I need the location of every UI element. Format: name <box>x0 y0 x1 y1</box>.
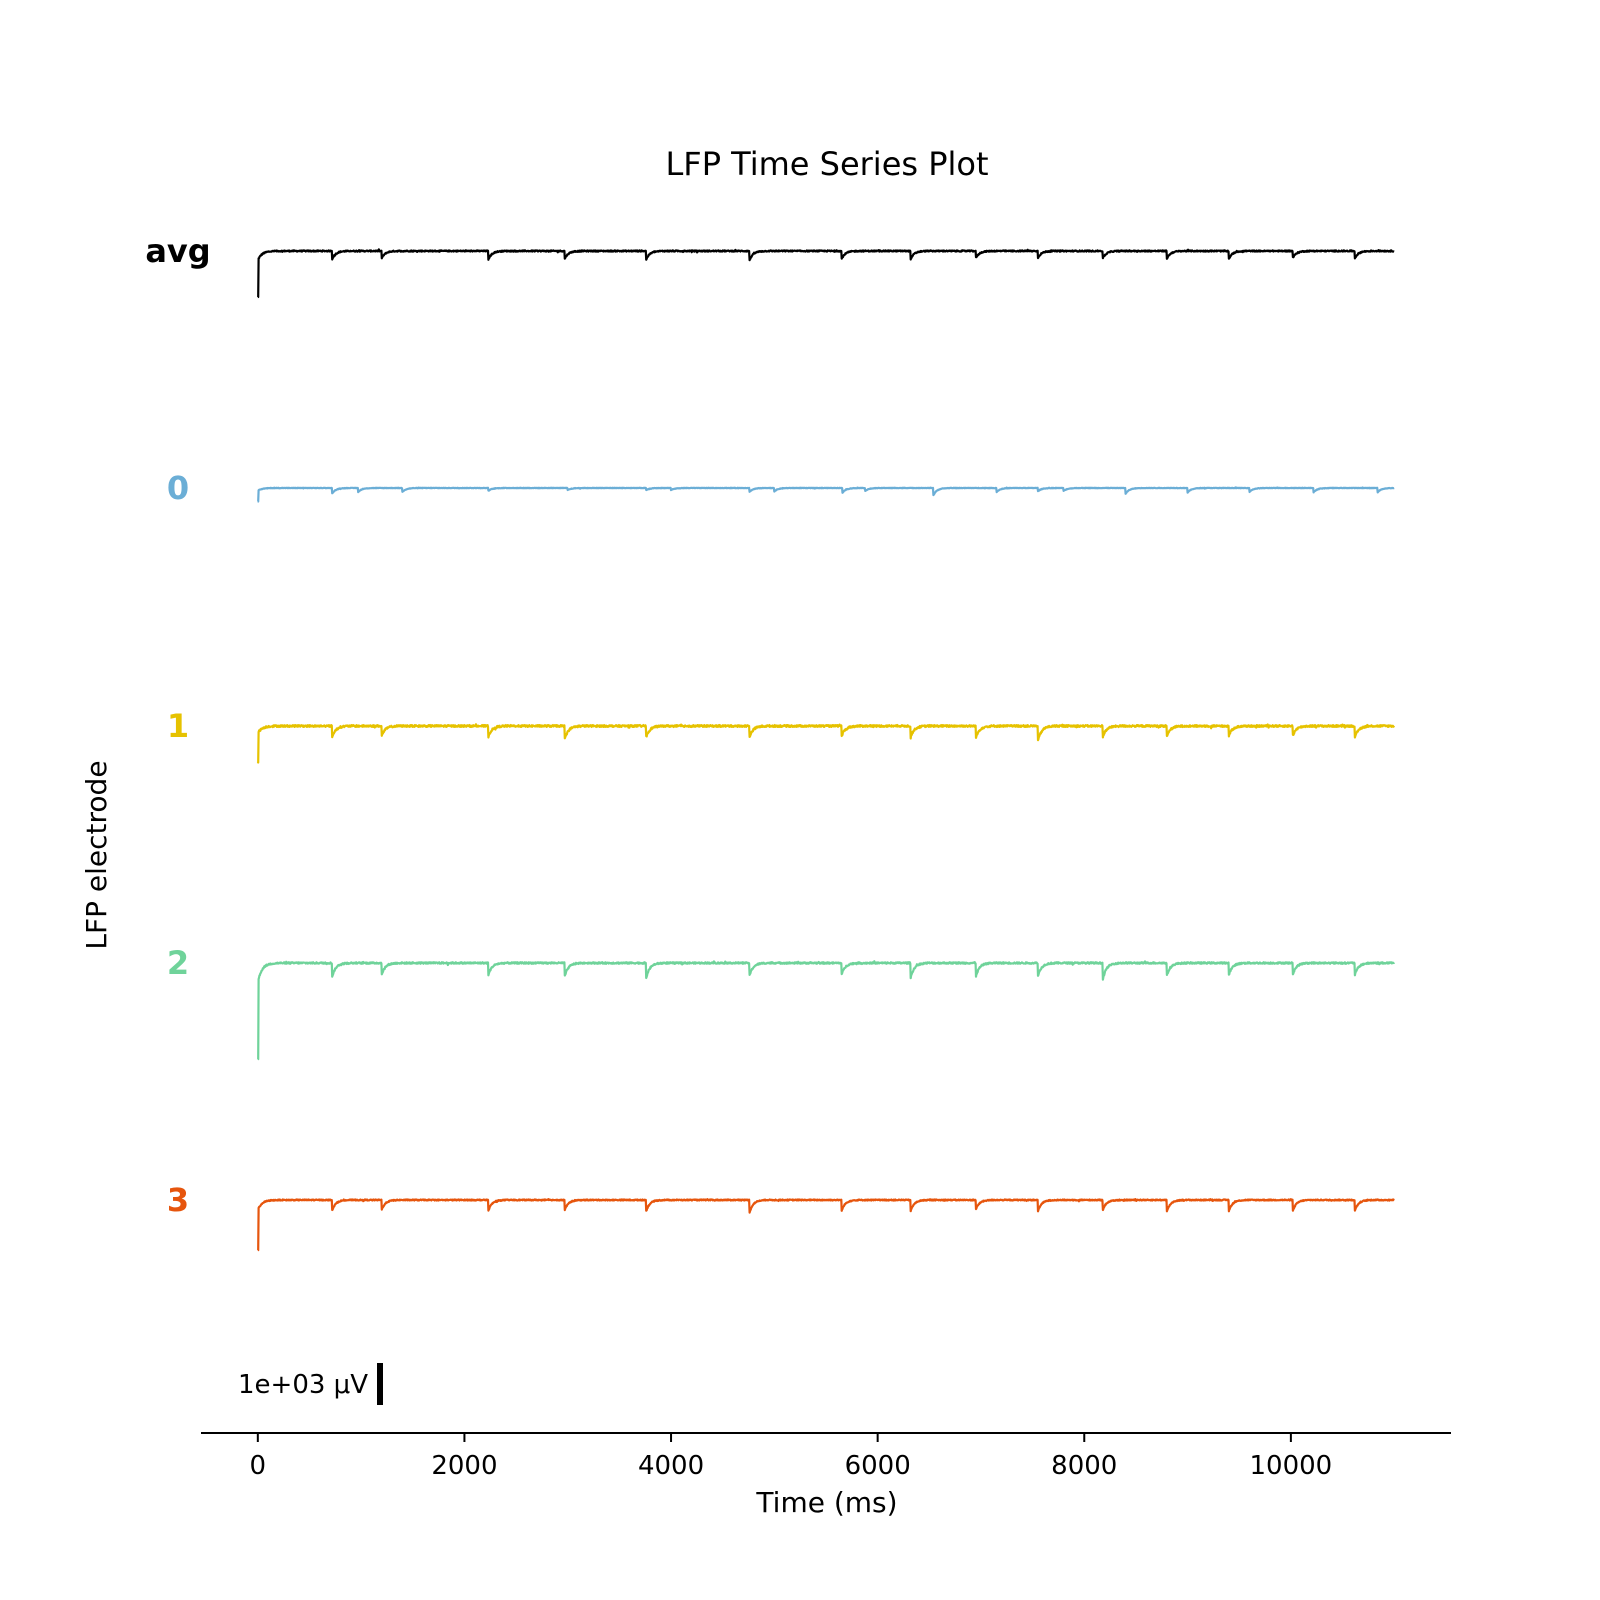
trace-label-2: 2 <box>167 944 189 982</box>
trace-line-0 <box>257 486 1395 503</box>
trace-line-3 <box>257 1198 1395 1252</box>
trace-label-avg: avg <box>145 232 210 270</box>
trace-line-avg <box>257 248 1395 299</box>
trace-line-2 <box>257 960 1396 1061</box>
chart-title: LFP Time Series Plot <box>665 145 988 183</box>
trace-label-0: 0 <box>167 469 189 507</box>
y-axis-label: LFP electrode <box>80 760 113 949</box>
x-axis-label: Time (ms) <box>755 1486 897 1519</box>
traces: avg 0 1 2 3 <box>145 232 1396 1252</box>
x-tick-label: 2000 <box>431 1451 497 1481</box>
trace-label-3: 3 <box>167 1181 189 1219</box>
trace-label-1: 1 <box>167 707 189 745</box>
scale-bar-label: 1e+03 μV <box>238 1370 368 1400</box>
scale-bar: 1e+03 μV <box>238 1363 383 1405</box>
x-tick-label: 4000 <box>638 1451 704 1481</box>
x-tick-label: 8000 <box>1051 1451 1117 1481</box>
x-tick-label: 0 <box>250 1451 267 1481</box>
x-ticks: 0 2000 4000 6000 8000 10000 <box>250 1433 1333 1481</box>
trace-line-1 <box>256 723 1396 764</box>
x-tick-label: 10000 <box>1250 1451 1333 1481</box>
x-tick-label: 6000 <box>845 1451 911 1481</box>
